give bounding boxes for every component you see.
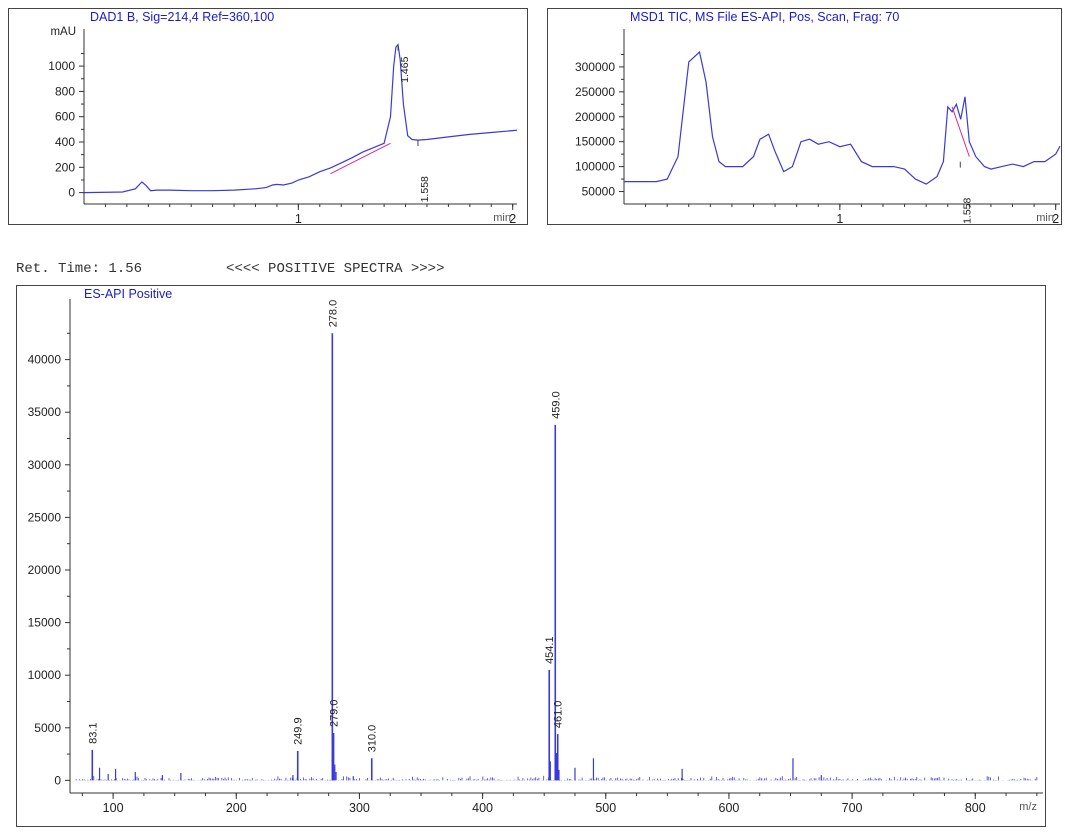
tic-ytick-label: 50000 — [582, 185, 616, 199]
tic-ytick-label: 200000 — [575, 110, 615, 124]
ms-xtick-label: 800 — [965, 801, 986, 815]
ms-ytick-label: 20000 — [28, 563, 62, 577]
ms-frame — [16, 285, 1046, 827]
dad-xtick-label: 1 — [295, 212, 302, 226]
ms-xtick-label: 400 — [472, 801, 493, 815]
ms-peak-label: 83.1 — [87, 722, 99, 743]
ms-ytick-label: 25000 — [28, 510, 62, 524]
tic-ytick-label: 250000 — [575, 85, 615, 99]
tic-ytick-label: 150000 — [575, 135, 615, 149]
ms-xtick-label: 200 — [226, 801, 247, 815]
dad-title: DAD1 B, Sig=214,4 Ref=360,100 — [90, 10, 274, 24]
dad-ytick-label: 600 — [55, 110, 75, 124]
ms-x-label: m/z — [1019, 801, 1037, 813]
ms-ytick-label: 10000 — [28, 668, 62, 682]
tic-ytick-label: 300000 — [575, 60, 615, 74]
tic-ytick-label: 100000 — [575, 160, 615, 174]
ms-peak-label: 249.9 — [293, 717, 305, 745]
ms-ytick-label: 0 — [54, 773, 61, 787]
ms-xtick-label: 100 — [103, 801, 124, 815]
ms-xtick-label: 500 — [595, 801, 616, 815]
tic-panel: MSD1 TIC, MS File ES-API, Pos, Scan, Fra… — [547, 8, 1062, 226]
dad-ytick-label: 400 — [55, 135, 75, 149]
dad-peak-label: 1.558 — [419, 176, 431, 202]
dad-ytick-label: 800 — [55, 84, 75, 98]
dad-peak-label: 1.465 — [399, 56, 411, 82]
ms-ytick-label: 30000 — [28, 458, 62, 472]
ms-xtick-label: 300 — [349, 801, 370, 815]
dad-ytick-label: 200 — [55, 160, 75, 174]
tic-peak-label: 1.558 — [961, 197, 973, 223]
ms-peak-label: 454.1 — [544, 636, 556, 664]
retention-time-label: Ret. Time: 1.56 — [16, 261, 143, 277]
tic-frame — [547, 8, 1062, 225]
dad-ytick-label: 1000 — [48, 59, 75, 73]
ms-ytick-label: 15000 — [28, 616, 62, 630]
ms-title: ES-API Positive — [84, 287, 172, 301]
ms-xtick-label: 700 — [842, 801, 863, 815]
tic-title: MSD1 TIC, MS File ES-API, Pos, Scan, Fra… — [630, 10, 899, 24]
positive-spectra-label: <<<< POSITIVE SPECTRA >>>> — [226, 261, 445, 277]
dad-xtick-label: 2 — [509, 212, 516, 226]
dad-ytick-label: 0 — [68, 186, 75, 200]
tic-integration-baseline — [951, 106, 970, 157]
ms-peak-label: 459.0 — [550, 391, 562, 419]
ms-xtick-label: 600 — [719, 801, 740, 815]
ms-ytick-label: 5000 — [34, 721, 61, 735]
dad-x-label: min — [493, 212, 511, 224]
ms-panel: ES-API Positive 0 5000 10000 15000 20000 25000… — [16, 285, 1046, 827]
ms-peak-label: 279.0 — [329, 700, 341, 728]
dad-y-label: mAU — [50, 26, 76, 38]
ms-ytick-label: 35000 — [28, 405, 62, 419]
dad-panel: DAD1 B, Sig=214,4 Ref=360,100 0 200 400 600 8… — [8, 8, 528, 226]
spectrum-header: Ret. Time: 1.56 <<<< POSITIVE SPECTRA >>… — [16, 261, 444, 277]
tic-x-label: min — [1036, 212, 1054, 224]
tic-trace — [624, 50, 1061, 185]
ms-ytick-label: 40000 — [28, 353, 62, 367]
dad-frame — [8, 8, 528, 225]
tic-xtick-label: 2 — [1052, 212, 1059, 226]
tic-xtick-label: 1 — [836, 212, 843, 226]
ms-peak-label: 461.0 — [553, 701, 565, 729]
dad-trace — [83, 43, 518, 194]
ms-peak-label: 310.0 — [367, 725, 379, 753]
dad-integration-baseline — [330, 142, 391, 175]
ms-peak-label: 278.0 — [327, 300, 339, 328]
